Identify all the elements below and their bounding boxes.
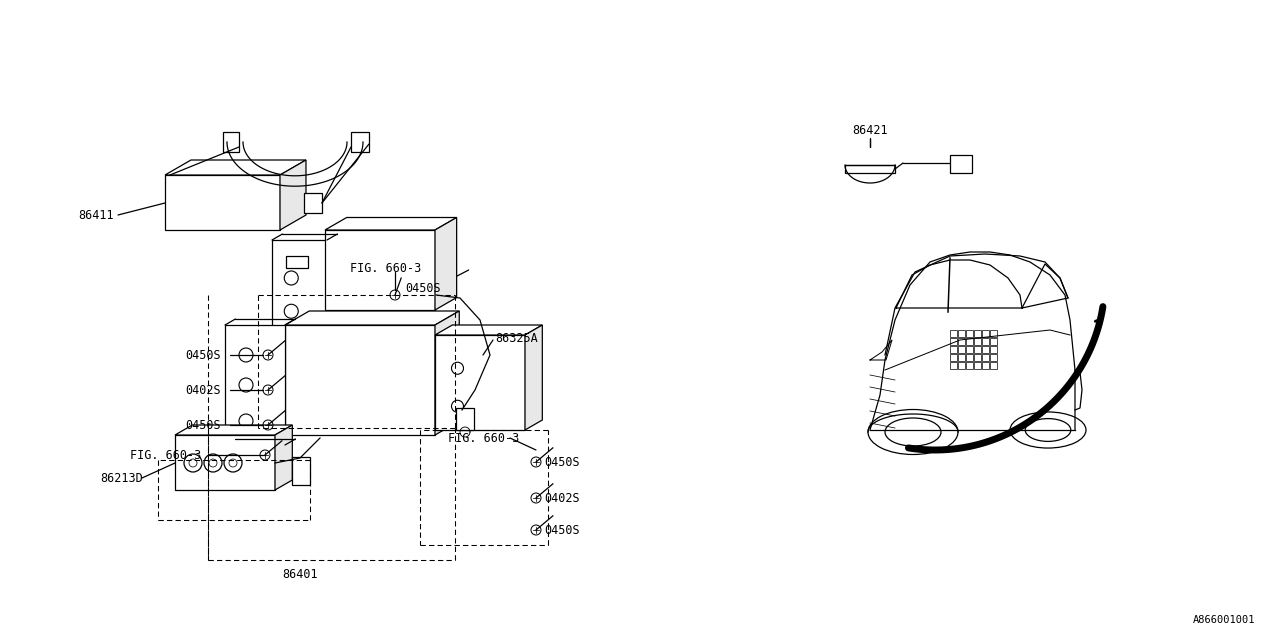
- Bar: [966, 338, 973, 345]
- Text: 86213D: 86213D: [100, 472, 143, 484]
- Bar: [982, 338, 989, 345]
- Bar: [957, 338, 965, 345]
- Bar: [966, 362, 973, 369]
- Text: FIG. 660-3: FIG. 660-3: [131, 449, 201, 461]
- Bar: [982, 330, 989, 337]
- Bar: [957, 362, 965, 369]
- Text: 86421: 86421: [852, 124, 888, 136]
- Bar: [966, 354, 973, 361]
- Polygon shape: [525, 325, 543, 430]
- Bar: [845, 165, 895, 173]
- Text: 86325A: 86325A: [495, 332, 538, 344]
- Text: 0402S: 0402S: [544, 492, 580, 504]
- Bar: [950, 346, 957, 353]
- Bar: [950, 362, 957, 369]
- Text: 0450S: 0450S: [404, 282, 440, 294]
- Polygon shape: [325, 218, 457, 230]
- Polygon shape: [275, 425, 292, 490]
- Polygon shape: [165, 175, 280, 230]
- Bar: [989, 354, 997, 361]
- Bar: [974, 346, 980, 353]
- Bar: [989, 362, 997, 369]
- Bar: [456, 408, 474, 430]
- Bar: [950, 155, 972, 173]
- Bar: [974, 354, 980, 361]
- Polygon shape: [175, 425, 292, 435]
- Bar: [292, 457, 310, 485]
- Bar: [957, 354, 965, 361]
- Bar: [225, 325, 285, 445]
- Polygon shape: [165, 160, 306, 175]
- Bar: [982, 346, 989, 353]
- Bar: [989, 338, 997, 345]
- Bar: [351, 132, 369, 152]
- Bar: [974, 338, 980, 345]
- Bar: [950, 330, 957, 337]
- Bar: [957, 346, 965, 353]
- Text: 0450S: 0450S: [544, 524, 580, 536]
- Text: FIG. 660-3: FIG. 660-3: [349, 262, 421, 275]
- Text: 86401: 86401: [282, 568, 317, 582]
- Text: 0450S: 0450S: [186, 419, 220, 431]
- Bar: [950, 338, 957, 345]
- Text: 86411: 86411: [78, 209, 114, 221]
- Polygon shape: [325, 230, 435, 310]
- Bar: [285, 256, 307, 268]
- Polygon shape: [435, 335, 525, 430]
- Polygon shape: [435, 325, 543, 335]
- Polygon shape: [285, 325, 435, 435]
- Polygon shape: [285, 311, 460, 325]
- Polygon shape: [435, 218, 457, 310]
- Bar: [982, 354, 989, 361]
- Bar: [303, 193, 323, 213]
- Bar: [950, 354, 957, 361]
- Bar: [966, 346, 973, 353]
- Bar: [989, 346, 997, 353]
- Polygon shape: [280, 160, 306, 230]
- Bar: [966, 330, 973, 337]
- Bar: [974, 362, 980, 369]
- Bar: [273, 240, 326, 335]
- Text: 0402S: 0402S: [186, 383, 220, 397]
- Polygon shape: [175, 435, 275, 490]
- Bar: [989, 330, 997, 337]
- Polygon shape: [435, 311, 460, 435]
- Text: 0450S: 0450S: [544, 456, 580, 468]
- Bar: [974, 330, 980, 337]
- Bar: [957, 330, 965, 337]
- Bar: [982, 362, 989, 369]
- Text: A866001001: A866001001: [1193, 615, 1254, 625]
- Text: 0450S: 0450S: [186, 349, 220, 362]
- Bar: [223, 132, 239, 152]
- Text: FIG. 660-3: FIG. 660-3: [448, 431, 520, 445]
